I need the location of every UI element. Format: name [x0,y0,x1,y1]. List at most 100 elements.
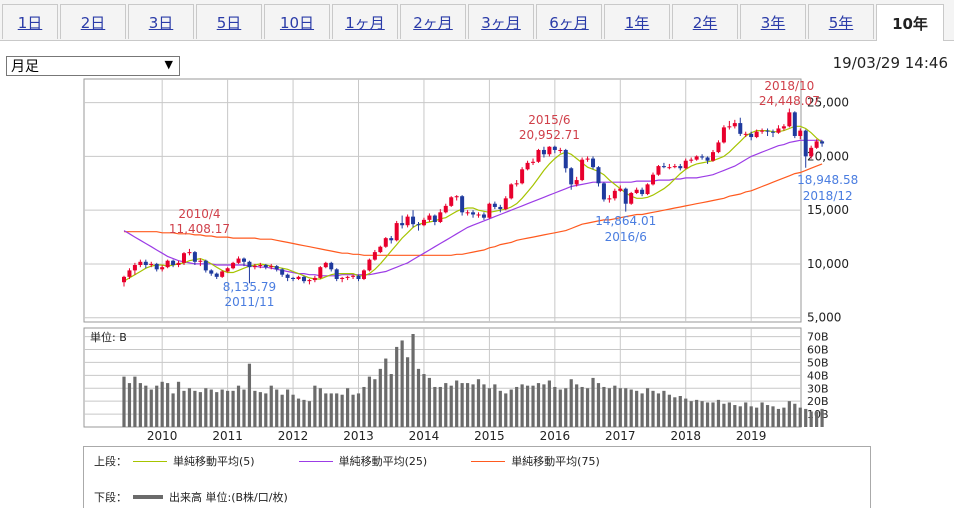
candle-body [171,260,176,266]
candle-body [536,149,541,162]
volume-bar [776,408,781,427]
volume-bar [569,379,573,427]
tab-12[interactable]: 5年 [808,4,874,39]
volume-bar [520,384,524,427]
tab-9[interactable]: 1年 [604,4,670,39]
candle-body [727,126,732,128]
candle-body [345,276,350,278]
volume-bar [744,402,748,427]
volume-bar [536,383,541,427]
candle-body [307,280,312,282]
volume-bar [667,394,671,427]
volume-bar [302,399,306,427]
tab-3[interactable]: 5日 [196,4,262,39]
volume-bar [820,408,824,427]
volume-bar [771,406,775,427]
legend-ma-0: 単純移動平均(5) [127,453,255,469]
volume-bar [651,390,655,427]
legend-ma-label-2: 単純移動平均(75) [511,455,600,468]
tab-10[interactable]: 2年 [672,4,738,39]
volume-tick-label: 20B [807,395,829,408]
tab-8[interactable]: 6ヶ月 [536,4,602,39]
volume-bar [575,384,579,427]
candle-body [760,130,765,132]
volume-bar [678,396,682,427]
volume-bar [613,385,617,427]
volume-bar [187,388,192,427]
annotation-date: 2018/10 [764,79,814,93]
volume-bar [738,406,742,427]
volume-bar [138,383,142,427]
candle-body [389,238,394,241]
candle-body [181,253,186,263]
volume-tick-label: 40B [807,369,829,382]
candle-body [798,130,803,136]
volume-bar [465,383,470,427]
volume-bar [733,405,737,427]
volume-bar [155,385,159,427]
candle-body [520,169,525,184]
x-tick-label: 2018 [670,429,701,443]
candle-body [416,224,421,226]
legend-lower-label: 下段： [94,491,127,504]
volume-bar [433,386,437,427]
candle-body [465,212,470,214]
candle-body [236,258,241,263]
candle-body [792,112,797,136]
volume-bar [455,380,459,427]
volume-bar [624,388,628,427]
candle-body [541,149,546,155]
period-select[interactable]: 月足 ▼ [6,56,180,76]
candle-body [378,246,383,253]
volume-bar [149,389,153,427]
annotation-value: 8,135.79 [223,280,276,294]
candle-body [645,184,650,195]
volume-bar [531,385,535,427]
candle-body [481,214,486,218]
tab-0[interactable]: 1日 [2,4,58,39]
volume-bar [182,390,186,427]
candle-body [160,267,165,270]
tab-4[interactable]: 10日 [264,4,330,39]
tab-11[interactable]: 3年 [740,4,806,39]
candle-body [258,265,263,267]
volume-bar [564,388,568,427]
tab-7[interactable]: 3ヶ月 [468,4,534,39]
volume-bar [280,394,284,427]
volume-tick-label: 50B [807,356,829,369]
volume-bar [509,389,513,427]
x-tick-label: 2016 [540,429,571,443]
volume-bar [329,393,333,427]
volume-bar [362,386,366,427]
candle-body [471,212,476,215]
volume-bar [395,346,399,427]
annotation-date: 2016/6 [605,230,647,244]
candle-body [361,270,366,279]
tab-1[interactable]: 2日 [60,4,126,39]
candle-body [612,190,617,199]
volume-bar [324,393,328,427]
tab-6[interactable]: 2ヶ月 [400,4,466,39]
candle-body [563,149,568,169]
tab-5[interactable]: 1ヶ月 [332,4,398,39]
candle-body [176,262,181,266]
tab-2[interactable]: 3日 [128,4,194,39]
x-tick-label: 2014 [409,429,440,443]
candle-body [138,261,143,266]
candle-body [498,206,503,210]
legend-volume-label: 出来高 単位:(B株/口/枚) [169,491,288,504]
candle-body [154,263,159,270]
volume-bar [782,407,786,427]
tab-13[interactable]: 10年 [876,4,944,41]
candle-body [776,128,781,133]
annotation-value: 18,948.58 [797,173,858,187]
candle-body [438,212,443,223]
candle-body [225,268,230,272]
chevron-down-icon: ▼ [164,58,173,71]
volume-bar [198,392,202,427]
candle-body [678,166,683,169]
volume-bar [504,393,508,427]
annotation-value: 14,864.01 [595,214,656,228]
volume-bar [444,383,448,427]
volume-unit-label: 単位: B [90,330,127,344]
